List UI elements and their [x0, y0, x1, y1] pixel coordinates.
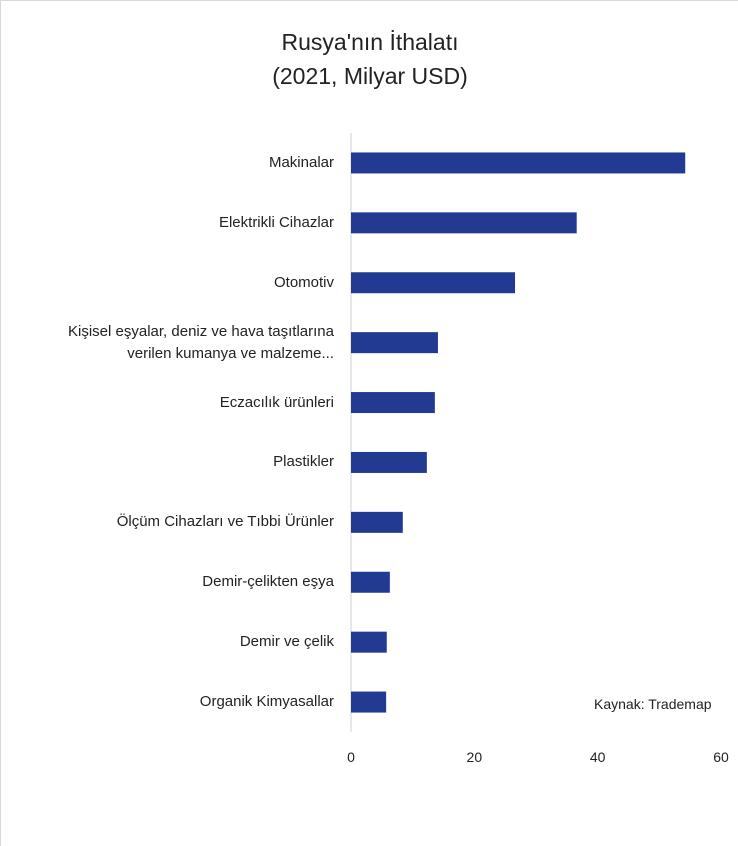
- annotation: Kaynak: Trademap: [594, 696, 712, 712]
- bar: [351, 631, 387, 653]
- bar: [351, 212, 577, 234]
- bar: [351, 511, 403, 533]
- y-tick-label: Otomotiv: [273, 273, 334, 291]
- x-tick-label: 0: [347, 749, 355, 765]
- bar: [351, 392, 435, 414]
- y-tick-label: Plastikler: [273, 453, 334, 471]
- y-tick-label: Elektrikli Cihazlar: [218, 213, 334, 231]
- bar: [351, 152, 686, 174]
- bar: [351, 691, 387, 713]
- bar: [351, 571, 390, 593]
- x-tick-label: 60: [713, 749, 729, 765]
- chart-subtitle: (2021, Milyar USD): [272, 63, 468, 89]
- x-tick-label: 20: [466, 749, 483, 765]
- x-tick-label: 40: [589, 749, 606, 765]
- y-tick-label: Demir-çelikten eşya: [202, 573, 334, 591]
- y-tick-label: Kişisel eşyalar, deniz ve hava taşıtları…: [68, 322, 334, 362]
- chart-title: Rusya'nın İthalatı: [281, 29, 459, 55]
- bar: [351, 451, 427, 473]
- bar: [351, 332, 438, 354]
- y-tick-label: Makinalar: [268, 153, 334, 171]
- y-tick-label: Organik Kimyasallar: [199, 693, 334, 711]
- bar: [351, 272, 516, 294]
- y-tick-label: Eczacılık ürünleri: [219, 393, 334, 411]
- y-tick-label: Demir ve çelik: [239, 633, 334, 651]
- y-tick-label: Ölçüm Cihazları ve Tıbbi Ürünler: [116, 513, 334, 531]
